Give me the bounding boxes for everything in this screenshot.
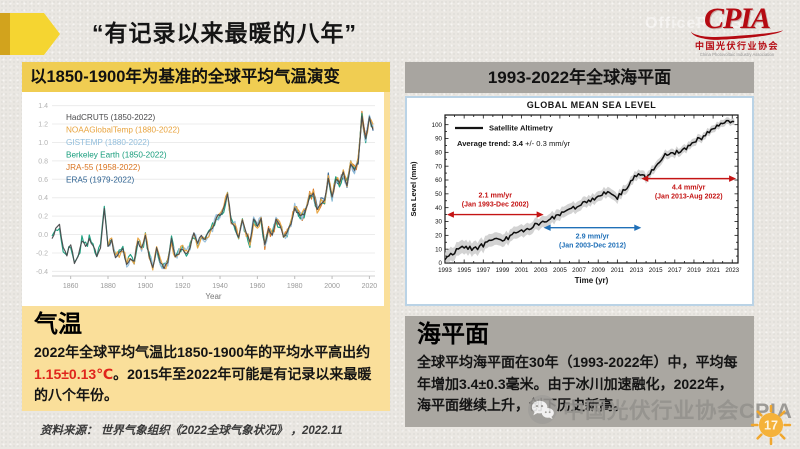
temperature-section-title: 气温 <box>34 311 82 338</box>
svg-text:1.2: 1.2 <box>38 122 48 129</box>
svg-text:0.8: 0.8 <box>38 158 48 165</box>
svg-text:50: 50 <box>435 191 442 198</box>
cpia-logo-subtitle: 中国光伏行业协会 <box>694 41 779 51</box>
svg-text:(Jan 1993-Dec 2002): (Jan 1993-Dec 2002) <box>462 202 529 209</box>
svg-text:2021: 2021 <box>706 267 720 274</box>
svg-text:20: 20 <box>435 233 442 240</box>
svg-text:1.4: 1.4 <box>38 103 48 110</box>
svg-text:2020: 2020 <box>362 283 378 290</box>
svg-text:1980: 1980 <box>287 283 303 290</box>
wechat-watermark: 中国光伏行业协会CPIA <box>527 394 792 425</box>
sea-level-panel-header: 1993-2022年全球海平面 <box>405 62 754 93</box>
title-arrow-shape <box>10 13 60 55</box>
source-note: 资料来源： 世界气象组织《2022全球气象状况》 ，2022.11 <box>40 425 343 437</box>
cpia-logo: CPIA 中国光伏行业协会 China Photovoltaic Industr… <box>682 4 792 58</box>
temperature-panel: 以1850-1900年为基准的全球平均气温演变 1.4 1.2 1.0 0.8 0.6 0… <box>22 62 390 411</box>
svg-text:1995: 1995 <box>457 267 471 274</box>
svg-text:1940: 1940 <box>212 283 228 290</box>
svg-text:HadCRUT5 (1850-2022): HadCRUT5 (1850-2022) <box>66 113 155 122</box>
svg-text:2015: 2015 <box>649 267 663 274</box>
svg-text:40: 40 <box>435 205 442 212</box>
svg-text:GLOBAL MEAN SEA LEVEL: GLOBAL MEAN SEA LEVEL <box>527 100 657 110</box>
temperature-chart: 1.4 1.2 1.0 0.8 0.6 0.4 0.2 0.0 -0.2 -0.4 1860 1880… <box>22 92 384 306</box>
svg-text:4.4 mm/yr: 4.4 mm/yr <box>672 183 706 192</box>
svg-text:0: 0 <box>439 260 443 267</box>
svg-text:2019: 2019 <box>687 267 701 274</box>
svg-text:0.4: 0.4 <box>38 195 48 202</box>
svg-text:10: 10 <box>435 246 442 253</box>
svg-text:(Jan 2013-Aug 2022): (Jan 2013-Aug 2022) <box>655 194 723 201</box>
svg-text:Sea Level (mm): Sea Level (mm) <box>409 161 418 217</box>
svg-text:30: 30 <box>435 219 442 226</box>
page-number-sun-icon: 17 <box>750 404 792 446</box>
svg-text:1880: 1880 <box>100 283 116 290</box>
svg-text:0.2: 0.2 <box>38 214 48 221</box>
svg-text:Time (yr): Time (yr) <box>575 276 609 285</box>
temperature-body-post: 。2015年至2022年可能是有记录以来最暖的八个年份。 <box>34 365 372 404</box>
svg-text:2.1 mm/yr: 2.1 mm/yr <box>478 191 512 200</box>
svg-text:Year: Year <box>205 292 222 301</box>
sea-level-section-title: 海平面 <box>417 321 489 348</box>
svg-text:ERA5 (1979-2022): ERA5 (1979-2022) <box>66 176 135 185</box>
temperature-panel-body: 气温 2022年全球平均气温比1850-1900年的平均水平高出约 1.15±0.… <box>22 306 390 407</box>
temperature-body-text: 2022年全球平均气温比1850-1900年的平均水平高出约 1.15±0.13℃… <box>34 342 378 407</box>
sea-level-panel: 1993-2022年全球海平面 GLOBAL MEAN SEA LEVEL 199… <box>405 62 754 428</box>
svg-text:-0.2: -0.2 <box>36 250 48 257</box>
page-number: 17 <box>764 419 778 433</box>
svg-text:1993: 1993 <box>438 267 452 274</box>
cpia-logo-text: CPIA <box>703 2 771 35</box>
temperature-chart-svg: 1.4 1.2 1.0 0.8 0.6 0.4 0.2 0.0 -0.2 -0.4 1860 1880… <box>36 103 378 301</box>
svg-text:1999: 1999 <box>496 267 510 274</box>
temperature-panel-header: 以1850-1900年为基准的全球平均气温演变 <box>22 62 390 92</box>
svg-text:Berkeley Earth (1850-2022): Berkeley Earth (1850-2022) <box>66 151 167 160</box>
sea-level-chart: GLOBAL MEAN SEA LEVEL 1993 1995 1997 1999 200… <box>405 96 754 306</box>
svg-text:1900: 1900 <box>138 283 154 290</box>
svg-text:60: 60 <box>435 177 442 184</box>
svg-text:0.6: 0.6 <box>38 177 48 184</box>
watermark-text: 中国光伏行业协会CPIA <box>563 399 793 423</box>
svg-text:(Jan 2003-Dec 2012): (Jan 2003-Dec 2012) <box>559 243 626 250</box>
page-title: “有记录以来最暖的八年” <box>92 20 357 46</box>
sea-level-body-text: 全球平均海平面在30年（1993-2022年）中，平均每年增加3.4±0.3毫米… <box>417 354 738 414</box>
svg-text:2023: 2023 <box>725 267 739 274</box>
svg-text:70: 70 <box>435 163 442 170</box>
temperature-body-pre: 2022年全球平均气温比1850-1900年的平均水平高出约 <box>34 344 371 360</box>
svg-text:2017: 2017 <box>668 267 682 274</box>
svg-text:100: 100 <box>432 122 443 129</box>
title-arrow-dark-bar <box>0 13 13 55</box>
cpia-logo-tagline: China Photovoltaic Industry Association <box>699 52 775 58</box>
svg-text:90: 90 <box>435 136 442 143</box>
svg-text:1.0: 1.0 <box>38 140 48 147</box>
temperature-body-highlight: 1.15±0.13℃ <box>34 365 114 382</box>
svg-text:NOAAGlobalTemp (1880-2022): NOAAGlobalTemp (1880-2022) <box>66 126 180 135</box>
svg-text:1920: 1920 <box>175 283 191 290</box>
svg-text:1960: 1960 <box>250 283 266 290</box>
svg-text:2003: 2003 <box>534 267 548 274</box>
svg-text:2013: 2013 <box>630 267 644 274</box>
svg-text:2000: 2000 <box>324 283 340 290</box>
sea-level-panel-body: 海平面 全球平均海平面在30年（1993-2022年）中，平均每年增加3.4±0… <box>405 316 754 428</box>
svg-text:-0.4: -0.4 <box>36 269 48 276</box>
svg-text:2001: 2001 <box>515 267 529 274</box>
svg-text:Average trend: 3.4 +/- 0.3 mm: Average trend: 3.4 +/- 0.3 mm/yr <box>457 139 571 148</box>
officeplus-watermark: OfficePLUS <box>645 15 744 32</box>
svg-text:0.0: 0.0 <box>38 232 48 239</box>
svg-text:2007: 2007 <box>572 267 586 274</box>
svg-text:JRA-55 (1958-2022): JRA-55 (1958-2022) <box>66 163 140 172</box>
svg-text:80: 80 <box>435 150 442 157</box>
svg-text:Satellite Altimetry: Satellite Altimetry <box>489 124 554 133</box>
svg-text:2009: 2009 <box>591 267 605 274</box>
svg-text:2005: 2005 <box>553 267 567 274</box>
wechat-icon <box>527 394 558 425</box>
svg-text:1860: 1860 <box>63 283 79 290</box>
svg-text:GISTEMP (1880-2022): GISTEMP (1880-2022) <box>66 138 150 147</box>
svg-text:2011: 2011 <box>611 267 625 274</box>
svg-text:1997: 1997 <box>476 267 490 274</box>
svg-text:2.9 mm/yr: 2.9 mm/yr <box>576 232 610 241</box>
